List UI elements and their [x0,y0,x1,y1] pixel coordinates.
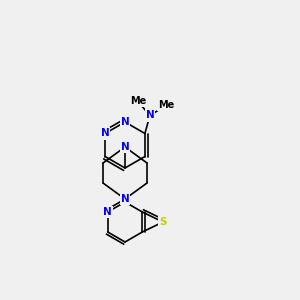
Text: Me: Me [158,100,174,110]
Text: S: S [159,217,167,227]
Text: N: N [103,207,112,217]
Text: N: N [146,110,154,121]
Text: N: N [121,142,129,152]
Text: Me: Me [130,97,146,106]
Text: N: N [121,194,129,204]
Text: N: N [101,128,110,139]
Text: N: N [121,117,129,127]
